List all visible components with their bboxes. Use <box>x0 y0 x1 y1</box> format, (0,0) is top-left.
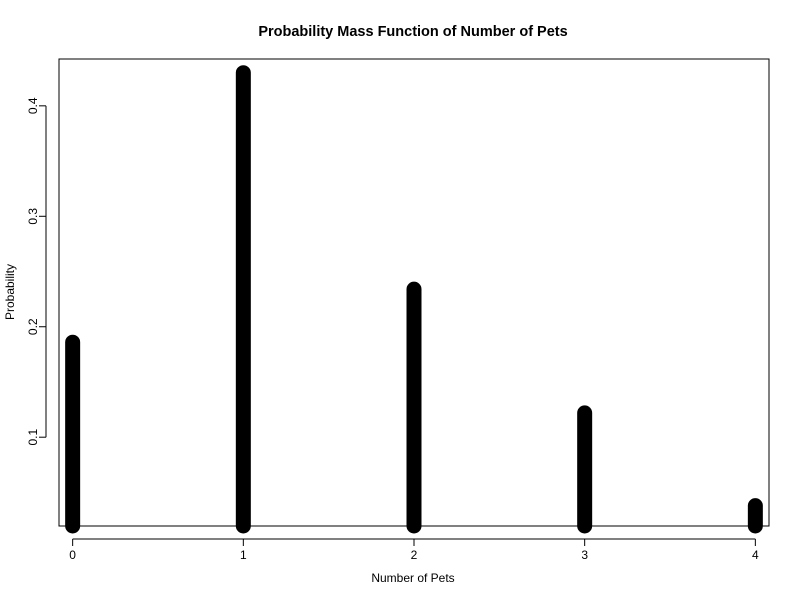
y-axis: 0.1 0.2 0.3 0.4 <box>26 97 47 446</box>
chart-title: Probability Mass Function of Number of P… <box>258 24 567 40</box>
bars-group <box>65 65 763 534</box>
x-tick-label-3: 3 <box>581 548 588 562</box>
x-axis: 0 1 2 3 4 <box>69 538 759 562</box>
x-tick-label-2: 2 <box>411 548 418 562</box>
y-tick-label-0.1: 0.1 <box>26 429 40 446</box>
y-tick-label-0.2: 0.2 <box>26 318 40 335</box>
plot-frame <box>58 58 770 527</box>
x-tick-label-0: 0 <box>69 548 76 562</box>
y-tick-label-0.3: 0.3 <box>26 208 40 225</box>
y-tick-label-0.4: 0.4 <box>26 97 40 114</box>
x-axis-label: Number of Pets <box>371 571 454 585</box>
x-tick-label-4: 4 <box>752 548 759 562</box>
x-tick-label-1: 1 <box>240 548 247 562</box>
y-axis-label: Probability <box>3 264 17 320</box>
